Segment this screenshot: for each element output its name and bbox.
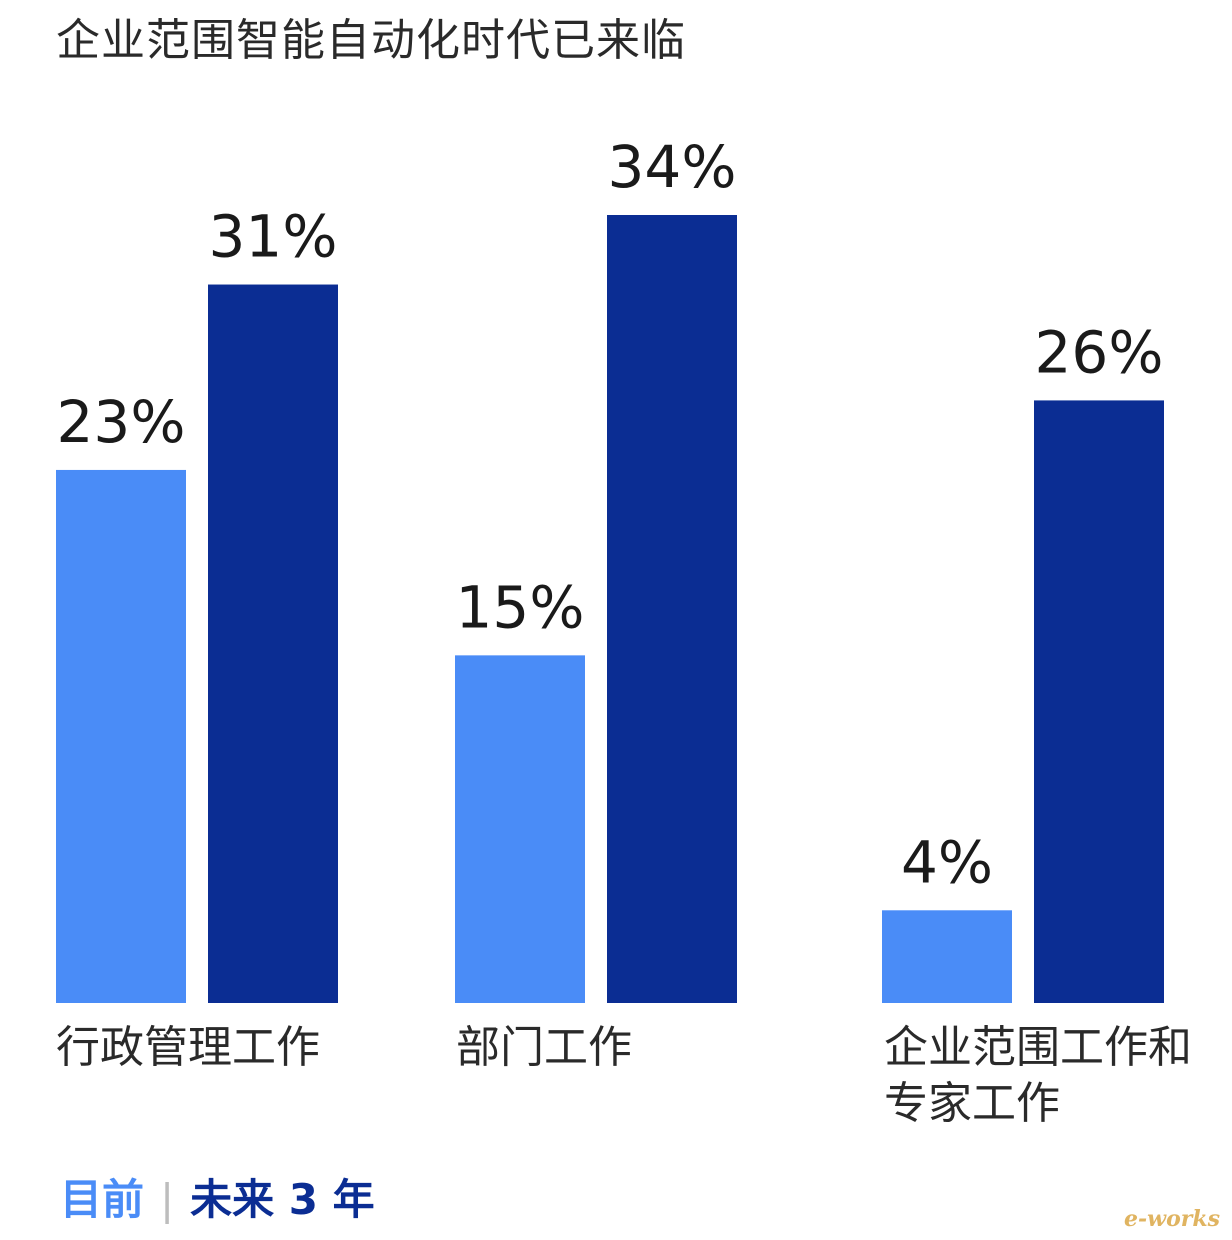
bar-1-1 xyxy=(607,215,737,1003)
legend: 目前 | 未来 3 年 xyxy=(60,1166,375,1227)
bar-value-label-0-0: 23% xyxy=(57,388,186,456)
category-label-enterprise: 企业范围工作和 专家工作 xyxy=(884,1022,1192,1129)
legend-future: 未来 3 年 xyxy=(190,1175,375,1224)
chart-title: 企业范围智能自动化时代已来临 xyxy=(56,15,686,66)
bar-2-0 xyxy=(882,910,1012,1003)
bar-1-0 xyxy=(455,655,585,1003)
bar-value-label-0-1: 31% xyxy=(209,203,338,271)
bar-2-1 xyxy=(1034,400,1164,1004)
legend-current: 目前 xyxy=(60,1175,145,1224)
bar-value-label-1-0: 15% xyxy=(456,573,585,641)
bar-value-label-2-1: 26% xyxy=(1035,318,1164,386)
bar-value-label-2-0: 4% xyxy=(901,828,993,896)
watermark-logo: e-works xyxy=(1124,1206,1220,1232)
bar-0-1 xyxy=(208,284,338,1003)
legend-separator: | xyxy=(160,1175,175,1224)
bar-0-0 xyxy=(56,469,186,1003)
bar-value-label-1-1: 34% xyxy=(608,133,737,201)
category-label-admin: 行政管理工作 xyxy=(56,1022,320,1073)
category-label-department: 部门工作 xyxy=(456,1022,632,1073)
